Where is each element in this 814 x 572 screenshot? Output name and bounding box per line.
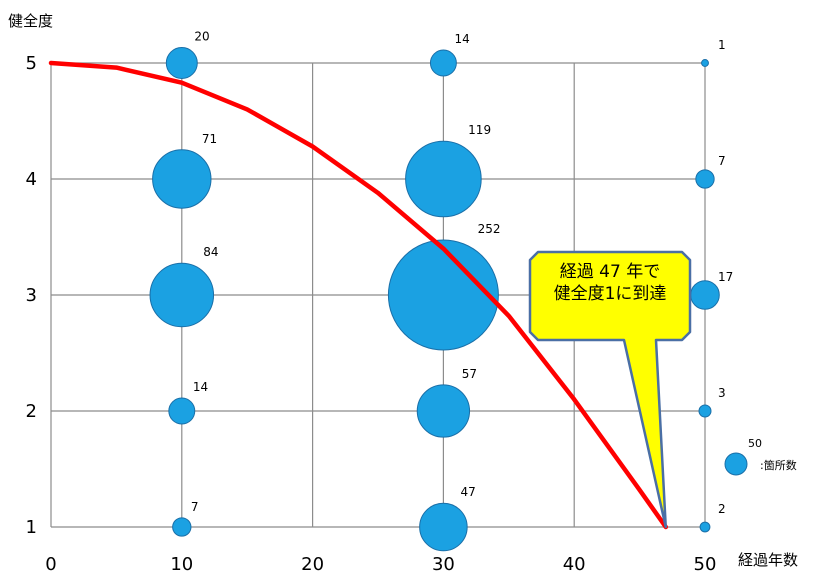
x-tick-label: 30 (432, 554, 455, 572)
bubble (165, 47, 198, 79)
legend-bubble (724, 452, 748, 476)
bubble-label: 17 (718, 270, 733, 284)
legend-label: :箇所数 (760, 459, 797, 472)
bubble-label: 7 (191, 500, 199, 514)
bubble (172, 517, 192, 537)
bubble (149, 262, 215, 328)
x-tick-label: 20 (301, 554, 324, 572)
callout-line-2: 健全度1に到達 (553, 284, 667, 304)
callout-text: 経過 47 年で 健全度1に到達 (533, 261, 687, 305)
x-axis-label: 経過年数 (738, 551, 799, 569)
legend-value: 50 (748, 437, 762, 450)
x-tick-label: 10 (170, 554, 193, 572)
y-tick-label: 3 (26, 285, 37, 306)
bubble (416, 384, 471, 438)
bubble-label: 57 (462, 367, 477, 381)
bubble-label: 2 (718, 502, 726, 516)
x-tick-label: 40 (563, 554, 586, 572)
bubble-label: 14 (455, 32, 470, 46)
y-axis-label: 健全度 (8, 12, 54, 30)
bubble (699, 521, 711, 533)
bubble (695, 169, 715, 189)
bubble-label: 252 (478, 222, 501, 236)
bubble-label: 20 (194, 30, 209, 44)
bubble-label: 3 (718, 386, 726, 400)
bubble (419, 502, 468, 552)
deterioration-curve (48, 60, 669, 530)
bubble (690, 280, 720, 310)
x-tick-label: 50 (694, 554, 717, 572)
y-tick-label: 5 (26, 53, 37, 74)
bubble-label: 7 (718, 154, 726, 168)
bubble (429, 49, 457, 77)
bubble (698, 404, 712, 418)
bubble-label: 119 (468, 123, 491, 137)
y-tick-label: 4 (26, 169, 37, 190)
callout-line-1: 経過 47 年で (559, 262, 661, 282)
callout-box (528, 250, 692, 529)
bubble (152, 149, 212, 209)
bubble-label: 14 (193, 380, 208, 394)
bubble (168, 397, 196, 425)
y-tick-label: 2 (26, 401, 37, 422)
bubble (405, 140, 482, 218)
y-tick-label: 1 (26, 517, 37, 538)
bubble-label: 71 (202, 132, 217, 146)
bubble (701, 59, 709, 67)
bubble-label: 47 (460, 485, 475, 499)
bubble-label: 1 (718, 38, 726, 52)
x-tick-label: 0 (45, 554, 56, 572)
bubble-label: 84 (203, 245, 218, 259)
bubble (387, 239, 499, 351)
